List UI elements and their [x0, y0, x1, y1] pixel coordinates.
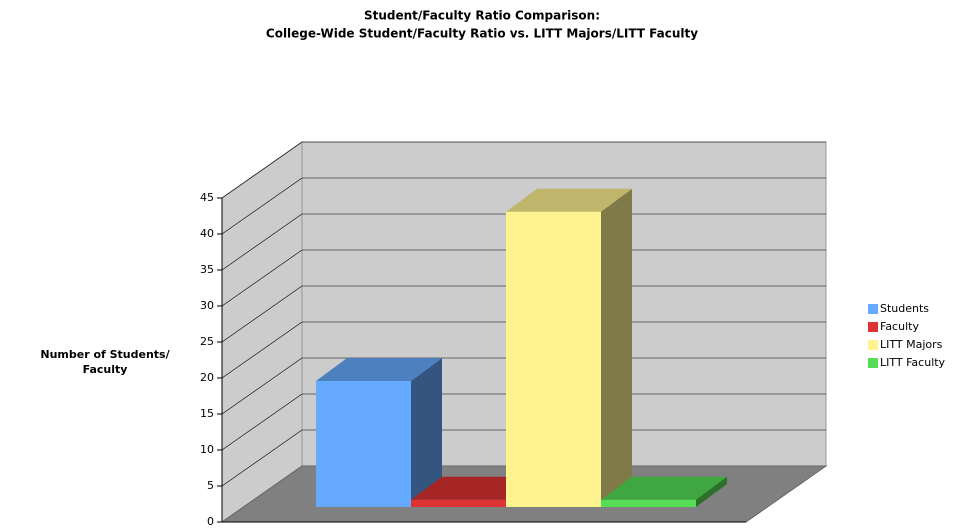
bar-side	[696, 476, 727, 507]
grid-line	[221, 213, 303, 271]
bar	[601, 499, 696, 507]
grid-line	[221, 141, 303, 199]
legend-swatch	[868, 358, 878, 368]
bar-top	[316, 358, 442, 381]
y-tick-label: 5	[207, 479, 214, 492]
y-tick-label: 10	[200, 443, 214, 456]
y-tick-label: 30	[200, 299, 214, 312]
legend-label: LITT Faculty	[880, 356, 946, 369]
bar	[506, 211, 601, 508]
grid-line	[221, 177, 303, 235]
y-tick-label: 20	[200, 371, 214, 384]
grid-line	[221, 249, 303, 307]
chart-title: Student/Faculty Ratio Comparison:	[364, 9, 600, 23]
bar	[316, 381, 411, 507]
grid-line	[221, 285, 303, 343]
legend-swatch	[868, 340, 878, 350]
y-tick-label: 15	[200, 407, 214, 420]
y-axis-label: Number of Students/ Faculty	[40, 348, 170, 376]
grid-line	[221, 321, 303, 379]
y-tick-label: 35	[200, 263, 214, 276]
bar	[411, 499, 506, 507]
bar-top	[506, 188, 632, 212]
bar-side	[411, 358, 442, 507]
y-tick-label: 45	[200, 191, 214, 204]
grid-line	[221, 429, 303, 487]
grid-line	[221, 393, 303, 451]
legend-swatch	[868, 322, 878, 332]
y-tick-label: 25	[200, 335, 214, 348]
legend-label: LITT Majors	[880, 338, 943, 351]
grid-line	[221, 357, 303, 415]
legend-label: Faculty	[880, 320, 919, 333]
bar-top	[601, 476, 727, 500]
legend-swatch	[868, 304, 878, 314]
bar-side	[601, 188, 632, 508]
legend-label: Students	[880, 302, 929, 315]
left-wall	[221, 141, 303, 523]
y-tick-label: 40	[200, 227, 214, 240]
bar-top	[411, 476, 537, 500]
y-tick-label: 0	[207, 515, 214, 528]
chart-subtitle: College-Wide Student/Faculty Ratio vs. L…	[266, 27, 698, 41]
